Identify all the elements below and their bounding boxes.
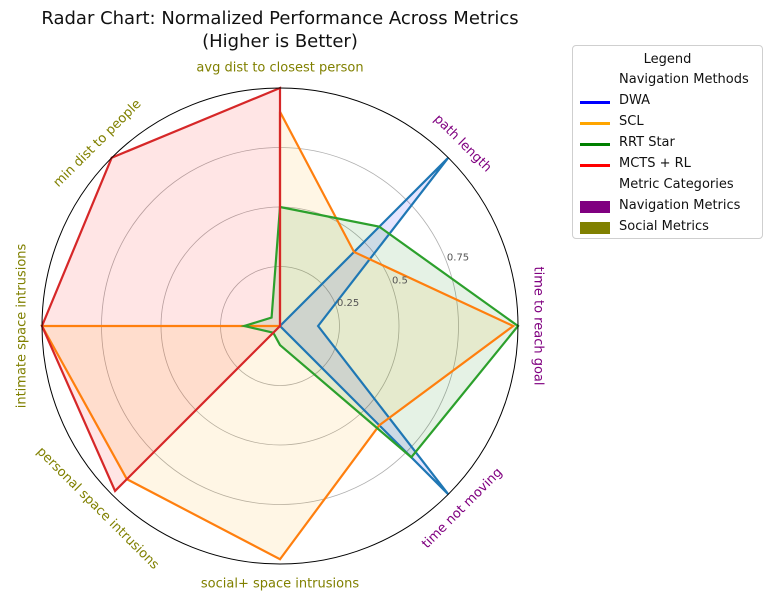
legend-label: Navigation Methods (619, 72, 749, 87)
legend-label: Navigation Metrics (619, 198, 741, 213)
axis-label-6: social+ space intrusions (201, 577, 359, 592)
legend-entry: Navigation Methods (573, 72, 762, 90)
legend-entry: SCL (573, 114, 762, 132)
legend-label: RRT Star (619, 135, 675, 150)
legend-entry: MCTS + RL (573, 156, 762, 174)
legend-box-swatch (580, 222, 610, 234)
legend-box-swatch (580, 201, 610, 213)
legend-label: SCL (619, 114, 644, 129)
legend-label: Social Metrics (619, 219, 709, 234)
chart-title-line-1: Radar Chart: Normalized Performance Acro… (41, 8, 519, 29)
legend-line-swatch (580, 143, 610, 146)
series-line-3 (40, 86, 282, 493)
radial-tick-label: 0.25 (337, 298, 359, 309)
legend-entry: Metric Categories (573, 177, 762, 195)
legend-label: Metric Categories (619, 177, 734, 192)
legend-entry: RRT Star (573, 135, 762, 153)
series-fill-3 (42, 88, 280, 491)
series-fill-2 (244, 207, 519, 458)
legend-line-swatch (580, 164, 610, 167)
legend-line-swatch (580, 122, 610, 125)
chart-title-line-2: (Higher is Better) (202, 31, 358, 52)
legend-entry: Social Metrics (573, 219, 762, 237)
axis-label-0: time to reach goal (531, 266, 546, 385)
axis-label-2: avg dist to closest person (196, 61, 363, 76)
legend-entry: DWA (573, 93, 762, 111)
axis-label-4: intimate space intrusions (15, 243, 30, 408)
legend-label: MCTS + RL (619, 156, 691, 171)
legend-label: DWA (619, 93, 651, 108)
radial-tick-label: 0.5 (392, 275, 408, 286)
outer-frame (41, 87, 519, 565)
legend-line-swatch (580, 101, 610, 104)
radial-tick-label: 0.75 (447, 253, 469, 264)
series-line-2 (240, 205, 520, 459)
series-fill-0 (280, 157, 449, 495)
legend-title: Legend (643, 52, 692, 67)
legend-entry: Navigation Metrics (573, 198, 762, 216)
legend: Legend Navigation Methods DWA SCL RRT Star M… (572, 45, 763, 239)
